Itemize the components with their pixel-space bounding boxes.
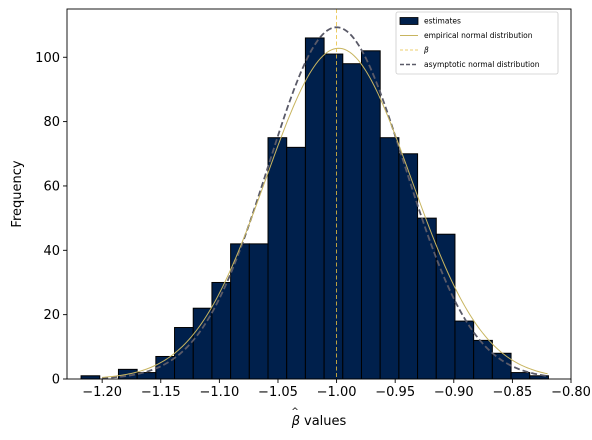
curves: [102, 9, 548, 379]
histogram-bar: [379, 137, 400, 380]
legend-item: β: [400, 46, 429, 55]
y-axis-ticks: 0 20 40 60 80 100: [35, 51, 67, 388]
x-axis-title: β values: [291, 414, 347, 429]
x-tick-label: −1.15: [141, 385, 181, 400]
legend-label: β: [424, 46, 429, 55]
x-axis-title-symbol: β: [291, 414, 300, 429]
histogram-bar: [342, 63, 362, 380]
legend-label: empirical normal distribution: [424, 31, 533, 40]
legend: estimates empirical normal distribution βa…: [395, 11, 559, 75]
y-tick-label: 100: [35, 51, 60, 66]
y-axis-title: Frequency: [10, 160, 25, 227]
histogram-bar: [248, 243, 269, 380]
histogram-bar: [174, 327, 194, 380]
x-tick-label: −0.95: [375, 385, 415, 400]
y-tick-label: 80: [43, 115, 60, 130]
x-tick-label: −1.10: [199, 385, 239, 400]
y-tick-label: 0: [52, 373, 60, 388]
legend-item: empirical normal distribution: [400, 31, 533, 40]
empirical-normal-curve: [102, 47, 548, 378]
y-tick-label: 20: [43, 308, 60, 323]
x-tick-label: −1.20: [82, 385, 122, 400]
histogram-bar: [360, 50, 381, 380]
histogram-bar: [286, 146, 306, 380]
y-tick-label: 40: [43, 244, 60, 259]
x-tick-label: −0.80: [551, 385, 591, 400]
x-axis-title-text: values: [304, 414, 347, 429]
x-tick-label: −1.05: [258, 385, 298, 400]
legend-item: estimates: [399, 17, 461, 26]
histogram-bar: [510, 372, 531, 380]
histogram-bar: [435, 233, 456, 380]
x-tick-label: −0.85: [492, 385, 532, 400]
x-tick-label: −1.00: [317, 385, 357, 400]
legend-label: estimates: [424, 17, 461, 26]
legend-swatch: [399, 17, 419, 25]
histogram-bar: [211, 281, 232, 380]
histogram-bar: [267, 137, 288, 380]
legend-box: [395, 11, 559, 75]
histogram-bar: [473, 339, 493, 380]
legend-label: asymptotic normal distribution: [424, 60, 540, 69]
y-tick-label: 60: [43, 179, 60, 194]
x-axis-ticks: −1.20 −1.15 −1.10 −1.05 −1.00 −0.95 −0.90 −0.85…: [82, 379, 591, 400]
legend-item: asymptotic normal distribution: [400, 60, 540, 69]
plot-frame: [66, 8, 572, 380]
histogram-bar: [80, 375, 101, 380]
histogram-bar: [417, 217, 437, 380]
x-axis-title-hat: ^: [291, 407, 299, 417]
histogram-bar: [323, 53, 344, 380]
histogram-bar: [304, 37, 325, 380]
x-tick-label: −0.90: [434, 385, 474, 400]
